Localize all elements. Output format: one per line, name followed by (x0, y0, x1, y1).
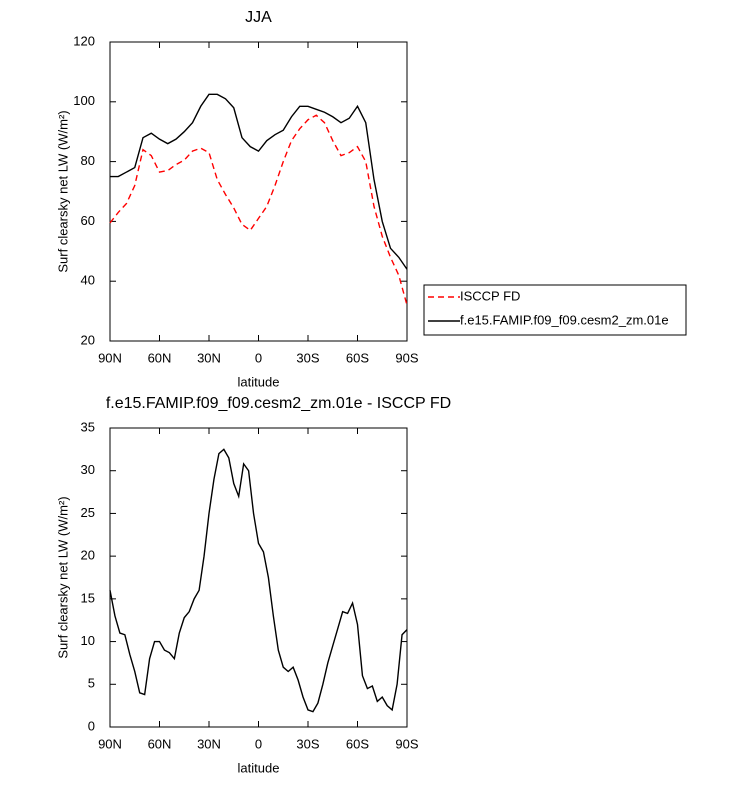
plot-frame (109, 41, 408, 342)
x-tick-label: 30N (197, 350, 221, 365)
x-tick-label: 30S (296, 736, 319, 751)
x-tick-label: 90S (395, 350, 418, 365)
x-tick-label: 0 (255, 736, 262, 751)
x-tick-label: 30N (197, 736, 221, 751)
plot-frame (109, 427, 408, 728)
y-tick-label: 25 (81, 505, 95, 520)
y-tick-label: 5 (88, 676, 95, 691)
y-tick-label: 30 (81, 462, 95, 477)
y-tick-label: 10 (81, 633, 95, 648)
x-tick-label: 90N (98, 350, 122, 365)
x-tick-label: 60S (346, 350, 369, 365)
legend-box (423, 284, 687, 336)
data-line (109, 448, 408, 713)
x-tick-label: 0 (255, 350, 262, 365)
data-line (109, 114, 408, 306)
y-tick-label: 15 (81, 590, 95, 605)
y-tick-label: 20 (81, 548, 95, 563)
x-tick-label: 90S (395, 736, 418, 751)
y-tick-label: 80 (81, 153, 95, 168)
y-tick-label: 100 (73, 93, 95, 108)
x-tick-label: 60S (346, 736, 369, 751)
legend-label: f.e15.FAMIP.f09_f09.cesm2_zm.01e (460, 312, 669, 327)
y-tick-label: 120 (73, 33, 95, 48)
y-axis-label: Surf clearsky net LW (W/m²) (55, 496, 70, 658)
y-tick-label: 60 (81, 213, 95, 228)
y-tick-label: 0 (88, 718, 95, 733)
x-tick-label: 60N (148, 736, 172, 751)
x-tick-label: 90N (98, 736, 122, 751)
x-axis-label: latitude (238, 374, 280, 389)
y-tick-label: 20 (81, 332, 95, 347)
y-tick-label: 40 (81, 273, 95, 288)
x-tick-label: 60N (148, 350, 172, 365)
x-tick-label: 30S (296, 350, 319, 365)
legend-label: ISCCP FD (460, 288, 520, 303)
chart-title: JJA (245, 9, 272, 26)
data-line (110, 93, 408, 270)
y-tick-label: 35 (81, 419, 95, 434)
chart-title: f.e15.FAMIP.f09_f09.cesm2_zm.01e - ISCCP… (106, 395, 451, 412)
x-axis-label: latitude (238, 760, 280, 775)
y-axis-label: Surf clearsky net LW (W/m²) (55, 110, 70, 272)
